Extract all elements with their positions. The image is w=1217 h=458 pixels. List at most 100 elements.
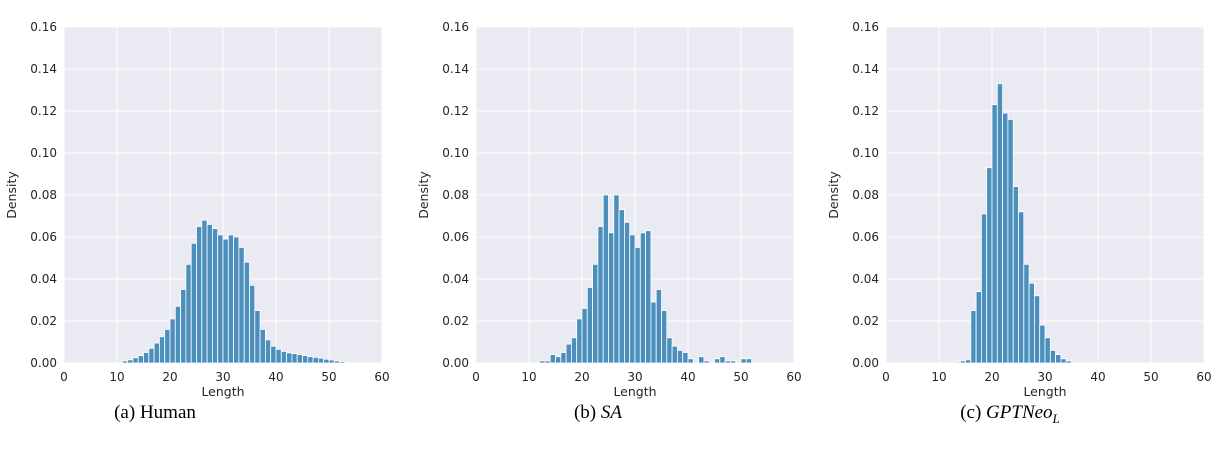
histogram-bar [286,352,293,364]
histogram-bar [1012,186,1019,364]
histogram-bar [618,209,625,364]
histogram-bar [323,358,330,364]
histogram-bar [970,310,977,364]
histogram-bar [333,360,340,364]
histogram-bar [975,291,982,364]
histogram-bar [1023,263,1030,364]
histogram-bar [1060,358,1067,364]
x-tick-label: 0 [472,370,480,384]
histogram-bar [634,247,641,364]
histogram-bar [249,284,256,364]
histogram-bar [196,226,203,364]
histogram-bar [328,359,335,364]
x-tick-label: 60 [374,370,389,384]
x-tick-label: 50 [321,370,336,384]
y-tick-label: 0.10 [442,146,469,160]
histogram-bar [655,289,662,364]
histogram-bar [233,236,240,364]
y-tick-label: 0.16 [442,20,469,34]
histogram-bar [339,361,346,364]
y-tick-label: 0.00 [442,356,469,370]
y-tick-label: 0.12 [30,104,57,118]
caption-main: SA [601,402,623,423]
histogram-bar [1028,282,1035,364]
histogram-bar [677,349,684,364]
histogram-bar [344,361,351,364]
caption-main: Human [140,402,196,423]
y-tick-label: 0.08 [852,188,879,202]
x-axis-label: Length [1023,384,1066,399]
caption-prefix: (a) [114,402,140,423]
histogram-bar [981,213,988,364]
histogram-bar [132,357,139,364]
x-tick-label: 50 [1143,370,1158,384]
histogram-bar [986,167,993,364]
y-tick-label: 0.10 [30,146,57,160]
histogram-bar [965,359,972,364]
chart-panel-2: 0 10 20 30 40 50 60 0.00 0.02 0.04 0.06 0.08 0.10 0.1… [826,20,1212,426]
x-tick-label: 30 [1037,370,1052,384]
y-tick-label: 0.14 [30,62,57,76]
caption-subscript: L [1052,411,1060,426]
histogram-bar [291,353,298,364]
histogram-bar [185,263,192,364]
y-tick-label: 0.00 [30,356,57,370]
histogram-bar [254,310,261,364]
histogram-bar [996,83,1003,364]
x-tick-label: 20 [984,370,999,384]
histogram-bar [639,232,646,364]
x-tick-label: 30 [627,370,642,384]
histogram-bar [661,310,668,364]
y-tick-label: 0.06 [30,230,57,244]
histogram-bar [206,223,213,364]
histogram-bar [169,318,176,364]
histogram-bar [576,318,583,364]
histogram-bar [1039,324,1046,364]
histogram-bar [629,234,636,364]
histogram-bar [539,360,546,364]
caption-prefix: (b) [574,402,601,423]
y-tick-label: 0.04 [30,272,57,286]
panel-caption: (b) SA [574,402,622,423]
histogram-bar [581,307,588,364]
histogram-bar [127,359,134,364]
y-tick-label: 0.08 [30,188,57,202]
histogram-bar [719,356,726,364]
histogram-bar [1018,211,1025,364]
histogram-bar [724,360,731,364]
y-tick-label: 0.04 [442,272,469,286]
histogram-bar [624,221,631,364]
histogram-bar [280,351,287,364]
histogram-bar [164,328,171,364]
histogram-bar [143,352,150,364]
histogram-bar [270,345,277,364]
histogram-bar [959,360,966,364]
y-tick-label: 0.16 [30,20,57,34]
x-tick-label: 60 [1196,370,1211,384]
histogram-bar [687,358,694,364]
histogram-bar [259,328,266,364]
histogram-bar [549,354,556,364]
y-tick-label: 0.02 [442,314,469,328]
histogram-bar [671,345,678,364]
y-axis-label: Density [826,171,841,219]
y-tick-label: 0.16 [852,20,879,34]
x-tick-label: 40 [680,370,695,384]
x-tick-label: 50 [733,370,748,384]
caption-main: GPTNeo [986,402,1053,423]
histogram-bar [650,301,657,364]
histogram-bar [317,357,325,364]
histogram-bar [243,261,250,364]
histogram-bar [703,360,710,364]
x-tick-label: 40 [268,370,283,384]
histogram-bar [714,358,721,364]
histogram-bar [302,355,309,364]
histogram-bar [730,360,737,364]
histogram-bar [602,194,609,364]
histogram-bar [211,228,219,364]
histogram-bar [555,356,562,364]
histogram-bar [698,356,705,364]
x-tick-label: 40 [1090,370,1105,384]
y-axis-label: Density [416,171,431,219]
histogram-bar [227,234,235,364]
